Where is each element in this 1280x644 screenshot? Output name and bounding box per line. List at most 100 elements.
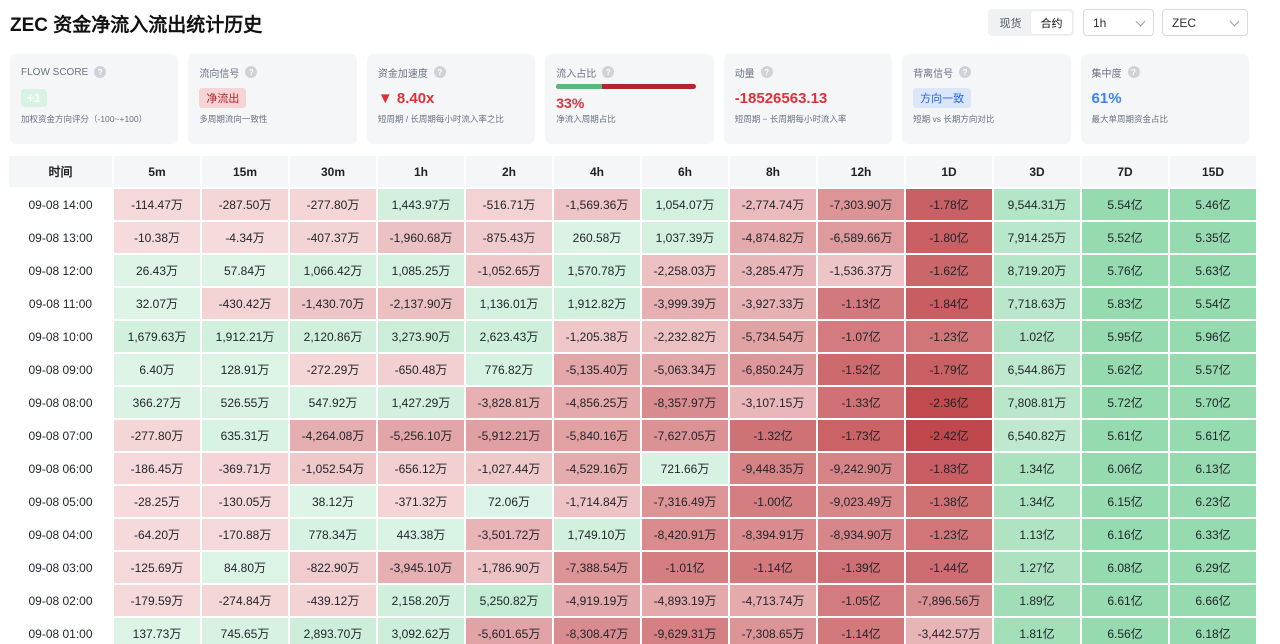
flow-cell: 32.07万	[114, 288, 200, 319]
help-icon[interactable]: ?	[245, 66, 258, 78]
flow-cell: 1,037.39万	[642, 222, 728, 253]
column-header: 6h	[642, 156, 728, 187]
flow-cell: -1,027.44万	[466, 453, 552, 484]
flow-cell: -114.47万	[114, 189, 200, 220]
flow-cell: 8,719.20万	[994, 255, 1080, 286]
flow-cell: 1,443.97万	[378, 189, 464, 220]
flow-cell: 1.02亿	[994, 321, 1080, 352]
table-row: 09-08 13:00 -10.38万 -4.34万 -407.37万 -1,960.6…	[9, 222, 1256, 253]
flow-cell: 5.61亿	[1082, 420, 1168, 451]
card-subtitle: 短周期 − 长周期每小时流入率	[734, 114, 847, 124]
card-momentum: 动量? -18526563.13 短周期 − 长周期每小时流入率	[723, 54, 893, 144]
row-time: 09-08 11:00	[9, 288, 112, 319]
flow-cell: -4,919.19万	[554, 585, 640, 616]
flow-cell: 6.13亿	[1170, 453, 1256, 484]
flow-signal-badge: 净流出	[199, 88, 247, 108]
flow-cell: 443.38万	[378, 519, 464, 550]
table-row: 09-08 09:00 6.40万 128.91万 -272.29万 -650.48万 7…	[9, 354, 1256, 385]
flow-cell: -1,205.38万	[554, 321, 640, 352]
flow-cell: 5.57亿	[1170, 354, 1256, 385]
flow-cell: 26.43万	[114, 255, 200, 286]
table-row: 09-08 10:00 1,679.63万 1,912.21万 2,120.86万 3,…	[9, 321, 1256, 352]
tab-spot[interactable]: 现货	[999, 17, 1022, 30]
row-time: 09-08 01:00	[9, 618, 112, 644]
card-flow-signal: 流向信号? 净流出 多周期流向一致性	[188, 54, 357, 144]
flow-cell: -1.84亿	[906, 288, 992, 319]
flow-cell: -1.80亿	[906, 222, 992, 253]
flow-cell: 1,679.63万	[114, 321, 200, 352]
table-body: 09-08 14:00 -114.47万 -287.50万 -277.80万 1,443…	[9, 189, 1256, 644]
symbol-select[interactable]: ZEC	[1162, 9, 1248, 36]
flow-cell: -1.07亿	[818, 321, 904, 352]
flow-cell: -1.32亿	[730, 420, 816, 451]
help-icon[interactable]: ?	[94, 66, 107, 78]
divergence-badge: 方向一致	[913, 88, 972, 108]
flow-cell: 6.18亿	[1170, 618, 1256, 644]
tab-futures[interactable]: 合约	[1031, 11, 1072, 34]
flow-cell: -1.14亿	[818, 618, 904, 644]
flow-cell: -2,258.03万	[642, 255, 728, 286]
interval-select[interactable]: 1h	[1083, 9, 1154, 36]
flow-cell: 1,749.10万	[554, 519, 640, 550]
column-header: 15D	[1170, 156, 1256, 187]
flow-cell: -186.45万	[114, 453, 200, 484]
inflow-ratio-bar	[556, 84, 697, 89]
flow-cell: 745.65万	[202, 618, 288, 644]
flow-cell: 6.56亿	[1082, 618, 1168, 644]
flow-cell: -1.39亿	[818, 552, 904, 583]
flow-cell: 366.27万	[114, 387, 200, 418]
flow-cell: 6.29亿	[1170, 552, 1256, 583]
flow-cell: 2,158.20万	[378, 585, 464, 616]
help-icon[interactable]: ?	[1127, 66, 1140, 78]
flow-cell: -822.90万	[290, 552, 376, 583]
flow-cell: -7,308.65万	[730, 618, 816, 644]
flow-cell: -3,999.39万	[642, 288, 728, 319]
help-icon[interactable]: ?	[602, 66, 615, 78]
table-row: 09-08 14:00 -114.47万 -287.50万 -277.80万 1,443…	[9, 189, 1256, 220]
flow-cell: 260.58万	[554, 222, 640, 253]
flow-cell: 1,054.07万	[642, 189, 728, 220]
table-row: 09-08 02:00 -179.59万 -274.84万 -439.12万 2,158…	[9, 585, 1256, 616]
help-icon[interactable]: ?	[433, 66, 446, 78]
help-icon[interactable]: ?	[959, 66, 972, 78]
flow-cell: 72.06万	[466, 486, 552, 517]
flow-cell: -1,052.54万	[290, 453, 376, 484]
flow-cell: -1.05亿	[818, 585, 904, 616]
column-header: 15m	[202, 156, 288, 187]
card-subtitle: 短期 vs 长期方向对比	[913, 114, 995, 124]
flow-cell: -6,850.24万	[730, 354, 816, 385]
flow-cell: -4,264.08万	[290, 420, 376, 451]
flow-cell: -4,874.82万	[730, 222, 816, 253]
flow-cell: -1.00亿	[730, 486, 816, 517]
column-header: 2h	[466, 156, 552, 187]
momentum-value: -18526563.13	[734, 89, 828, 107]
flow-cell: -7,627.05万	[642, 420, 728, 451]
page-title: ZEC 资金净流入流出统计历史	[10, 15, 263, 36]
card-label: 流向信号	[199, 68, 240, 80]
flow-cell: -9,448.35万	[730, 453, 816, 484]
flow-cell: -1.62亿	[906, 255, 992, 286]
flow-cell: 128.91万	[202, 354, 288, 385]
metric-cards: FLOW SCORE? +1 加权资金方向评分（-100~+100） 流向信号?…	[10, 54, 1249, 144]
column-header: 时间	[9, 156, 112, 187]
flow-cell: -656.12万	[378, 453, 464, 484]
flow-cell: -272.29万	[290, 354, 376, 385]
flow-cell: -8,357.97万	[642, 387, 728, 418]
flow-cell: -650.48万	[378, 354, 464, 385]
flow-cell: 5.70亿	[1170, 387, 1256, 418]
flow-cell: -3,945.10万	[378, 552, 464, 583]
flow-cell: 1.34亿	[994, 453, 1080, 484]
card-label: 流入占比	[556, 68, 597, 80]
help-icon[interactable]: ?	[760, 66, 773, 78]
row-time: 09-08 13:00	[9, 222, 112, 253]
flow-cell: 5.72亿	[1082, 387, 1168, 418]
flow-cell: 1.34亿	[994, 486, 1080, 517]
flow-cell: 5.52亿	[1082, 222, 1168, 253]
column-header: 4h	[554, 156, 640, 187]
card-label: 集中度	[1091, 68, 1122, 80]
flow-cell: 1.13亿	[994, 519, 1080, 550]
flow-cell: -5,734.54万	[730, 321, 816, 352]
flow-cell: -371.32万	[378, 486, 464, 517]
row-time: 09-08 10:00	[9, 321, 112, 352]
card-divergence: 背离信号? 方向一致 短期 vs 长期方向对比	[902, 54, 1071, 144]
